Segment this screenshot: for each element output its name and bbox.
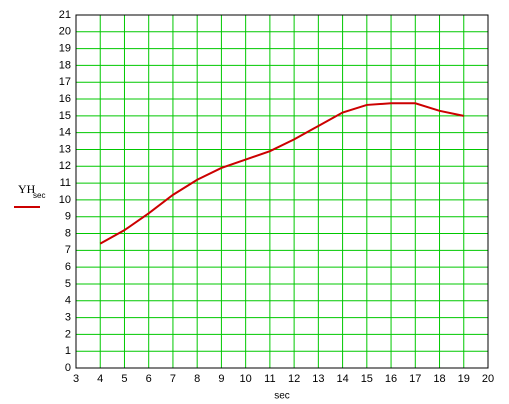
y-tick-label: 4 bbox=[65, 295, 71, 307]
y-tick-label: 6 bbox=[65, 261, 71, 273]
y-tick-label: 19 bbox=[59, 43, 71, 55]
x-tick-label: 8 bbox=[194, 373, 200, 385]
x-tick-label: 6 bbox=[146, 373, 152, 385]
y-tick-label: 1 bbox=[65, 345, 71, 357]
y-tick-label: 20 bbox=[59, 26, 71, 38]
y-tick-label: 21 bbox=[59, 9, 71, 21]
y-tick-label: 14 bbox=[59, 127, 71, 139]
x-tick-label: 9 bbox=[218, 373, 224, 385]
y-tick-label: 0 bbox=[65, 362, 71, 374]
y-tick-label: 13 bbox=[59, 143, 71, 155]
legend-label: YH bbox=[18, 182, 36, 196]
x-tick-label: 18 bbox=[433, 373, 445, 385]
x-tick-label: 19 bbox=[458, 373, 470, 385]
y-tick-label: 18 bbox=[59, 59, 71, 71]
x-tick-label: 16 bbox=[385, 373, 397, 385]
x-tick-label: 5 bbox=[121, 373, 127, 385]
y-tick-label: 7 bbox=[65, 244, 71, 256]
y-tick-label: 17 bbox=[59, 76, 71, 88]
y-tick-label: 10 bbox=[59, 194, 71, 206]
y-tick-label: 5 bbox=[65, 278, 71, 290]
x-tick-label: 4 bbox=[97, 373, 103, 385]
legend-label-subscript: sec bbox=[33, 191, 45, 200]
y-tick-label: 15 bbox=[59, 110, 71, 122]
x-tick-label: 14 bbox=[336, 373, 348, 385]
plot-border bbox=[75, 14, 489, 369]
y-tick-label: 12 bbox=[59, 160, 71, 172]
y-tick-label: 8 bbox=[65, 227, 71, 239]
y-tick-label: 16 bbox=[59, 93, 71, 105]
data-line bbox=[99, 102, 464, 245]
y-tick-label: 9 bbox=[65, 211, 71, 223]
y-tick-label: 11 bbox=[60, 177, 71, 189]
x-tick-label: 10 bbox=[240, 373, 252, 385]
x-axis-label: sec bbox=[274, 391, 290, 402]
x-tick-label: 12 bbox=[288, 373, 300, 385]
x-tick-label: 11 bbox=[264, 373, 275, 385]
x-tick-label: 15 bbox=[361, 373, 373, 385]
x-tick-label: 20 bbox=[482, 373, 494, 385]
x-tick-label: 13 bbox=[312, 373, 324, 385]
y-tick-label: 3 bbox=[65, 311, 71, 323]
x-tick-label: 7 bbox=[170, 373, 176, 385]
y-tick-label: 2 bbox=[65, 328, 71, 340]
x-tick-label: 3 bbox=[73, 373, 79, 385]
x-tick-label: 17 bbox=[409, 373, 421, 385]
